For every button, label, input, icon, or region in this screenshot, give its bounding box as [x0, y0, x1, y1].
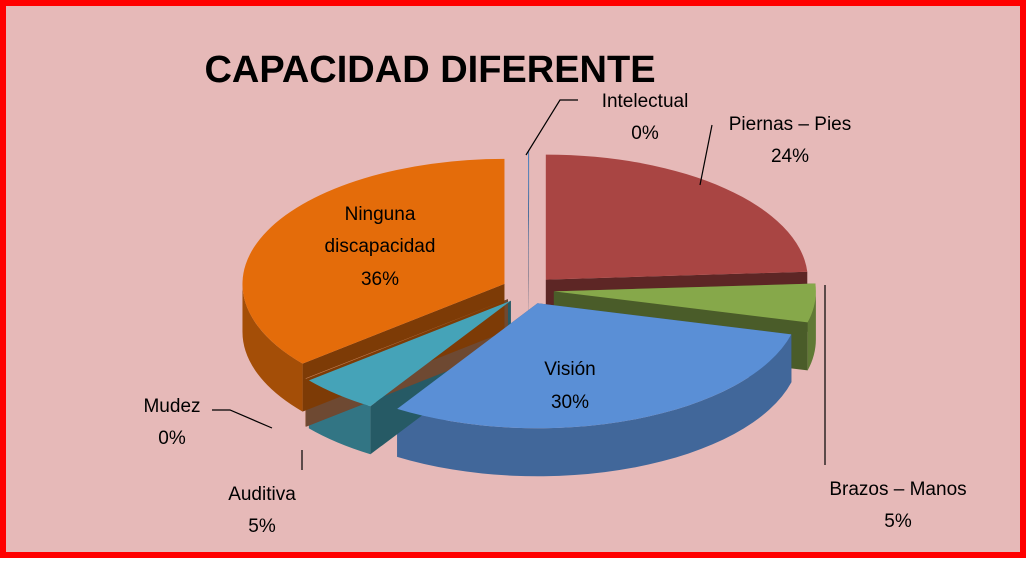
data-label-value: 0%: [158, 428, 186, 449]
leader-line: [699, 124, 713, 186]
data-label-name: Auditiva: [228, 484, 296, 505]
data-label-value: 30%: [551, 392, 589, 413]
slice-side: [528, 150, 530, 324]
slice: [305, 299, 508, 379]
data-label-name: Visión: [544, 359, 595, 380]
slice-wall: [242, 283, 303, 412]
slice-wall: [397, 334, 792, 477]
slice: [545, 154, 808, 280]
data-label-name: Brazos – Manos: [829, 479, 966, 500]
data-label-value: 24%: [771, 146, 809, 167]
pie-tops: [242, 150, 816, 429]
data-label-value: 0%: [631, 123, 659, 144]
slice: [308, 300, 511, 407]
slice-edge: [528, 150, 530, 324]
slice: [397, 303, 792, 429]
slice: [528, 150, 530, 276]
chart-title: CAPACIDAD DIFERENTE: [204, 49, 655, 91]
leader-line: [525, 99, 578, 156]
data-label-name: Intelectual: [602, 91, 689, 112]
leader-line: [212, 409, 273, 429]
data-label-value: 5%: [248, 516, 276, 537]
slice: [242, 158, 505, 364]
data-label-name: Mudez: [143, 396, 200, 417]
slice: [553, 283, 816, 323]
data-label-value: 5%: [884, 511, 912, 532]
data-label-name: Piernas – Pies: [729, 114, 852, 135]
data-label-name: Ninguna discapacidad: [325, 204, 436, 257]
slice-wall: [807, 291, 816, 371]
data-label-value: 36%: [361, 269, 399, 290]
